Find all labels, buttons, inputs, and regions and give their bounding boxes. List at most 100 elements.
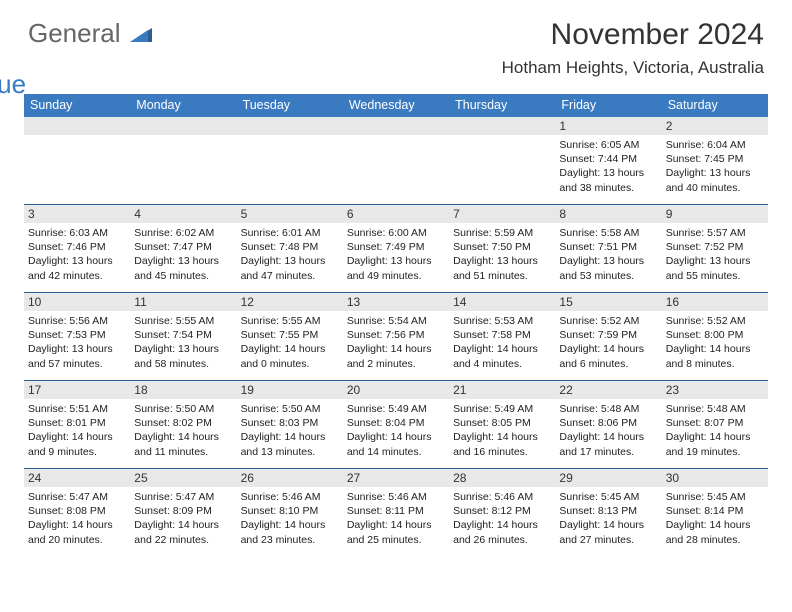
day-number: 22	[555, 381, 661, 399]
day-info: Sunrise: 5:52 AMSunset: 8:00 PMDaylight:…	[666, 314, 764, 371]
day-cell: 11Sunrise: 5:55 AMSunset: 7:54 PMDayligh…	[130, 293, 236, 381]
day-number: 4	[130, 205, 236, 223]
day-info: Sunrise: 5:56 AMSunset: 7:53 PMDaylight:…	[28, 314, 126, 371]
day-number: 13	[343, 293, 449, 311]
day-number: 2	[662, 117, 768, 135]
day-cell: 20 Sunrise: 5:49 AMSunset: 8:04 PMDayligh…	[343, 381, 449, 469]
day-number	[449, 117, 555, 135]
day-info: Sunrise: 6:05 AMSunset: 7:44 PMDaylight:…	[559, 138, 657, 195]
day-info: Sunrise: 5:55 AMSunset: 7:54 PMDaylight:…	[134, 314, 232, 371]
dow-friday: Friday	[555, 94, 661, 117]
day-info: Sunrise: 6:00 AMSunset: 7:49 PMDaylight:…	[347, 226, 445, 283]
calendar-table: Sunday Monday Tuesday Wednesday Thursday…	[24, 94, 768, 557]
day-number: 15	[555, 293, 661, 311]
day-info: Sunrise: 5:45 AMSunset: 8:13 PMDaylight:…	[559, 490, 657, 547]
day-cell: 22 Sunrise: 5:48 AMSunset: 8:06 PMDayligh…	[555, 381, 661, 469]
day-number: 28	[449, 469, 555, 487]
day-info: Sunrise: 5:49 AMSunset: 8:04 PMDaylight:…	[347, 402, 445, 459]
day-cell: 4 Sunrise: 6:02 AMSunset: 7:47 PMDaylight…	[130, 205, 236, 293]
day-cell: 25 Sunrise: 5:47 AMSunset: 8:09 PMDayligh…	[130, 469, 236, 557]
day-number: 23	[662, 381, 768, 399]
dow-wednesday: Wednesday	[343, 94, 449, 117]
day-cell	[237, 117, 343, 205]
day-cell: 29 Sunrise: 5:45 AMSunset: 8:13 PMDayligh…	[555, 469, 661, 557]
dow-monday: Monday	[130, 94, 236, 117]
week-row: 17 Sunrise: 5:51 AMSunset: 8:01 PMDayligh…	[24, 381, 768, 469]
day-info: Sunrise: 6:01 AMSunset: 7:48 PMDaylight:…	[241, 226, 339, 283]
day-number: 9	[662, 205, 768, 223]
dow-thursday: Thursday	[449, 94, 555, 117]
day-number: 19	[237, 381, 343, 399]
day-number	[130, 117, 236, 135]
day-cell: 5 Sunrise: 6:01 AMSunset: 7:48 PMDaylight…	[237, 205, 343, 293]
day-number: 5	[237, 205, 343, 223]
day-number: 12	[237, 293, 343, 311]
day-cell: 9 Sunrise: 5:57 AMSunset: 7:52 PMDaylight…	[662, 205, 768, 293]
day-info: Sunrise: 5:53 AMSunset: 7:58 PMDaylight:…	[453, 314, 551, 371]
day-info: Sunrise: 5:52 AMSunset: 7:59 PMDaylight:…	[559, 314, 657, 371]
day-cell: 1Sunrise: 6:05 AMSunset: 7:44 PMDaylight…	[555, 117, 661, 205]
day-number: 10	[24, 293, 130, 311]
day-info: Sunrise: 5:47 AMSunset: 8:09 PMDaylight:…	[134, 490, 232, 547]
day-info: Sunrise: 5:59 AMSunset: 7:50 PMDaylight:…	[453, 226, 551, 283]
day-cell: 17 Sunrise: 5:51 AMSunset: 8:01 PMDayligh…	[24, 381, 130, 469]
day-number: 25	[130, 469, 236, 487]
day-number: 20	[343, 381, 449, 399]
day-cell	[130, 117, 236, 205]
day-info: Sunrise: 5:46 AMSunset: 8:12 PMDaylight:…	[453, 490, 551, 547]
day-number: 18	[130, 381, 236, 399]
day-info: Sunrise: 5:46 AMSunset: 8:10 PMDaylight:…	[241, 490, 339, 547]
day-number: 30	[662, 469, 768, 487]
day-cell: 3Sunrise: 6:03 AMSunset: 7:46 PMDaylight…	[24, 205, 130, 293]
day-info: Sunrise: 5:47 AMSunset: 8:08 PMDaylight:…	[28, 490, 126, 547]
day-cell: 18Sunrise: 5:50 AMSunset: 8:02 PMDayligh…	[130, 381, 236, 469]
day-cell: 21Sunrise: 5:49 AMSunset: 8:05 PMDayligh…	[449, 381, 555, 469]
logo: General Blue	[28, 18, 156, 80]
day-info: Sunrise: 5:51 AMSunset: 8:01 PMDaylight:…	[28, 402, 126, 459]
day-cell	[24, 117, 130, 205]
header: General Blue November 2024 Hotham Height…	[0, 0, 792, 88]
title-block: November 2024 Hotham Heights, Victoria, …	[502, 18, 764, 78]
day-cell: 13Sunrise: 5:54 AMSunset: 7:56 PMDayligh…	[343, 293, 449, 381]
day-number: 14	[449, 293, 555, 311]
day-cell: 24 Sunrise: 5:47 AMSunset: 8:08 PMDayligh…	[24, 469, 130, 557]
day-cell: 7Sunrise: 5:59 AMSunset: 7:50 PMDaylight…	[449, 205, 555, 293]
day-number	[343, 117, 449, 135]
day-cell: 15 Sunrise: 5:52 AMSunset: 7:59 PMDayligh…	[555, 293, 661, 381]
day-cell: 28 Sunrise: 5:46 AMSunset: 8:12 PMDayligh…	[449, 469, 555, 557]
day-info: Sunrise: 5:50 AMSunset: 8:03 PMDaylight:…	[241, 402, 339, 459]
day-cell	[343, 117, 449, 205]
day-number: 17	[24, 381, 130, 399]
dow-tuesday: Tuesday	[237, 94, 343, 117]
day-number	[24, 117, 130, 135]
day-number: 16	[662, 293, 768, 311]
day-cell	[449, 117, 555, 205]
day-number: 27	[343, 469, 449, 487]
month-title: November 2024	[502, 18, 764, 52]
day-cell: 14 Sunrise: 5:53 AMSunset: 7:58 PMDayligh…	[449, 293, 555, 381]
day-number	[237, 117, 343, 135]
day-cell: 23 Sunrise: 5:48 AMSunset: 8:07 PMDayligh…	[662, 381, 768, 469]
day-cell: 12 Sunrise: 5:55 AMSunset: 7:55 PMDayligh…	[237, 293, 343, 381]
day-info: Sunrise: 5:48 AMSunset: 8:07 PMDaylight:…	[666, 402, 764, 459]
week-row: 24 Sunrise: 5:47 AMSunset: 8:08 PMDayligh…	[24, 469, 768, 557]
day-cell: 27 Sunrise: 5:46 AMSunset: 8:11 PMDayligh…	[343, 469, 449, 557]
day-info: Sunrise: 6:04 AMSunset: 7:45 PMDaylight:…	[666, 138, 764, 195]
dow-saturday: Saturday	[662, 94, 768, 117]
day-cell: 8Sunrise: 5:58 AMSunset: 7:51 PMDaylight…	[555, 205, 661, 293]
day-info: Sunrise: 5:48 AMSunset: 8:06 PMDaylight:…	[559, 402, 657, 459]
dow-sunday: Sunday	[24, 94, 130, 117]
week-row: 3Sunrise: 6:03 AMSunset: 7:46 PMDaylight…	[24, 205, 768, 293]
day-number: 29	[555, 469, 661, 487]
day-info: Sunrise: 5:46 AMSunset: 8:11 PMDaylight:…	[347, 490, 445, 547]
day-info: Sunrise: 5:45 AMSunset: 8:14 PMDaylight:…	[666, 490, 764, 547]
day-info: Sunrise: 5:57 AMSunset: 7:52 PMDaylight:…	[666, 226, 764, 283]
day-number: 24	[24, 469, 130, 487]
week-row: 1Sunrise: 6:05 AMSunset: 7:44 PMDaylight…	[24, 117, 768, 205]
day-info: Sunrise: 6:02 AMSunset: 7:47 PMDaylight:…	[134, 226, 232, 283]
day-cell: 2 Sunrise: 6:04 AMSunset: 7:45 PMDaylight…	[662, 117, 768, 205]
day-info: Sunrise: 5:58 AMSunset: 7:51 PMDaylight:…	[559, 226, 657, 283]
day-info: Sunrise: 5:55 AMSunset: 7:55 PMDaylight:…	[241, 314, 339, 371]
logo-word2: Blue	[0, 69, 26, 99]
day-info: Sunrise: 5:49 AMSunset: 8:05 PMDaylight:…	[453, 402, 551, 459]
